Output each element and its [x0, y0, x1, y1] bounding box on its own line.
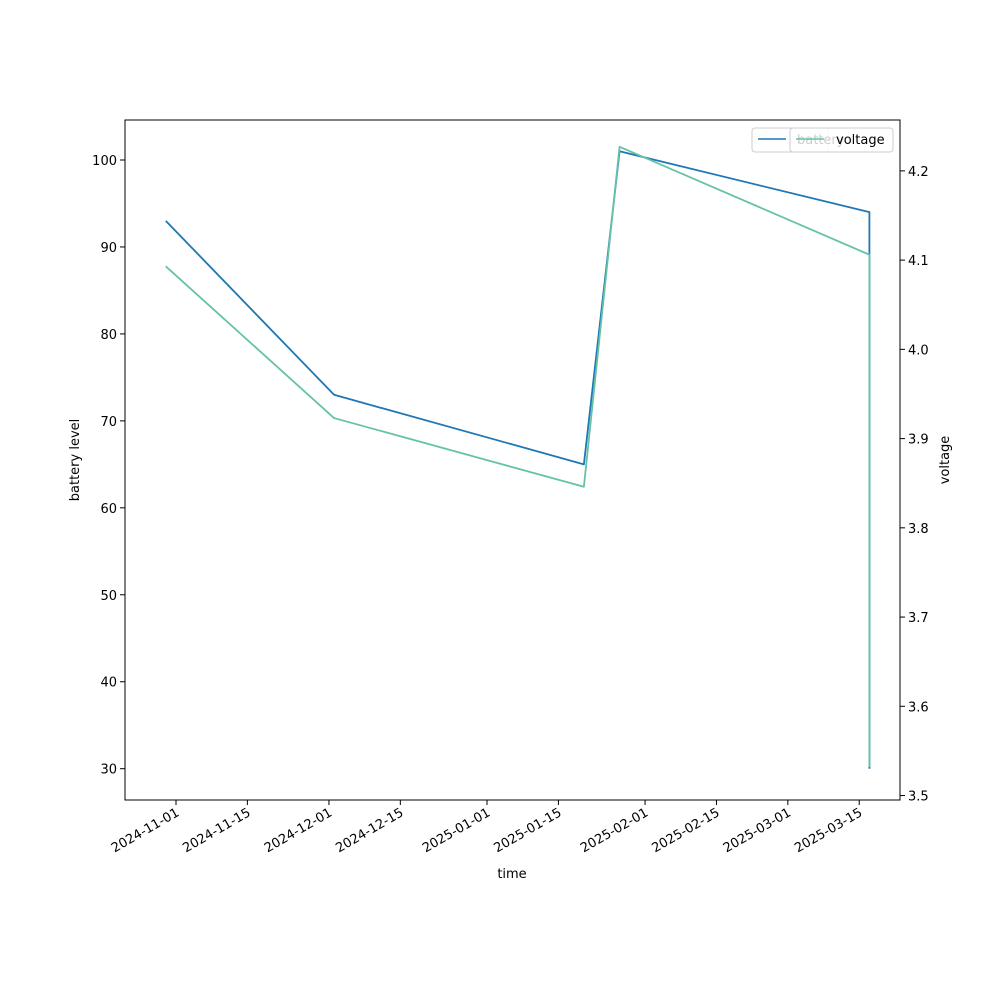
y-left-axis-ticks: 30 40 50 60 70 80 90 100 — [92, 154, 125, 778]
y-left-tick-label: 60 — [100, 502, 117, 517]
series-line-voltage — [165, 145, 871, 767]
y-right-tick-label: 4.1 — [908, 254, 929, 269]
legend-voltage: voltage — [789, 127, 894, 153]
y-right-tick-label: 3.9 — [908, 433, 929, 448]
y-left-tick-label: 70 — [100, 415, 117, 430]
y-right-tick-label: 3.7 — [908, 611, 929, 626]
y-left-tick-label: 100 — [92, 154, 117, 169]
y-left-axis-label: battery level — [68, 419, 83, 502]
y-left-tick-label: 90 — [100, 241, 117, 256]
legend-voltage-box — [789, 127, 894, 153]
y-right-tick-label: 3.8 — [908, 522, 929, 537]
y-right-axis-ticks: 3.5 3.6 3.7 3.8 3.9 4.0 4.1 4.2 — [900, 165, 929, 805]
y-right-axis-label: voltage — [938, 436, 953, 485]
y-left-tick-label: 80 — [100, 328, 117, 343]
y-left-tick-label: 30 — [100, 763, 117, 778]
plot-frame — [124, 119, 901, 801]
x-axis-label: time — [497, 867, 526, 882]
y-right-tick-label: 3.6 — [908, 700, 929, 715]
y-left-tick-label: 40 — [100, 676, 117, 691]
y-right-tick-label: 3.5 — [908, 790, 929, 805]
legend-voltage-label: voltage — [836, 133, 885, 148]
y-right-tick-label: 4.0 — [908, 343, 929, 358]
series-layer — [165, 145, 871, 769]
y-right-tick-label: 4.2 — [908, 165, 929, 180]
y-left-tick-label: 50 — [100, 589, 117, 604]
